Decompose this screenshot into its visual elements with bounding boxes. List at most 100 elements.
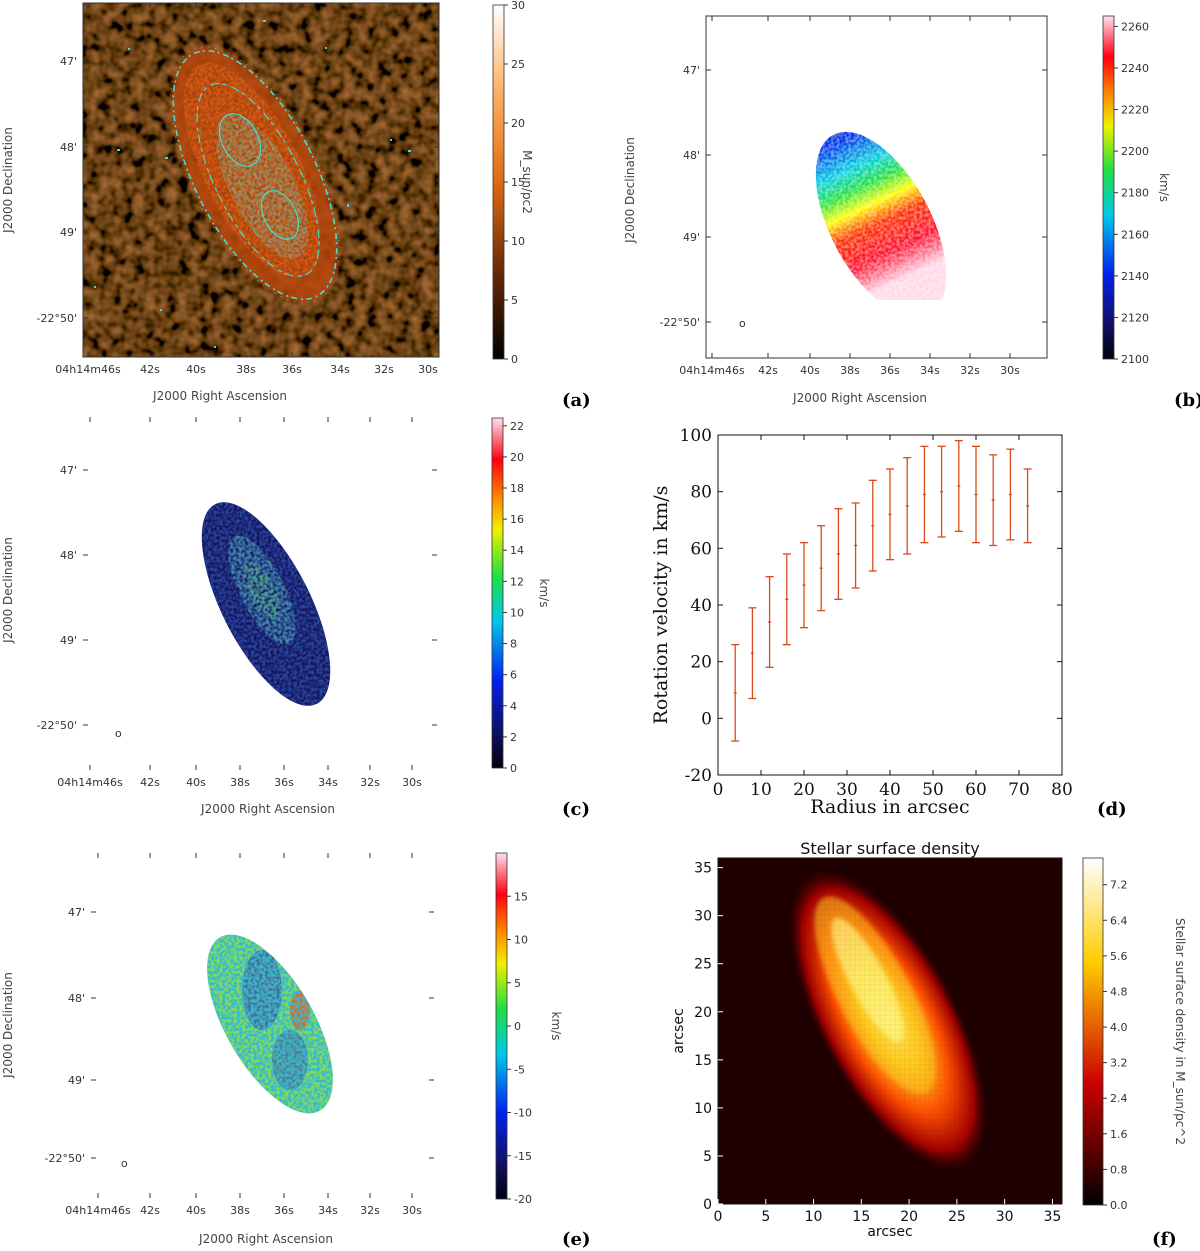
panel-label: (f) — [1152, 1229, 1177, 1250]
colorbar-tick-label: 2.4 — [1110, 1092, 1128, 1105]
colorbar-tick-label: 2 — [510, 731, 517, 744]
x-tick-label: 60 — [965, 780, 987, 800]
y-tick-label: 48' — [60, 549, 77, 562]
colorbar-label: Stellar surface density in M_sun/pc^2 — [1173, 918, 1187, 1145]
colorbar-tick-label: 2240 — [1121, 62, 1149, 75]
x-tick-label: 04h14m46s — [65, 1204, 131, 1217]
x-tick-label: 42s — [140, 363, 160, 376]
map-e-beam: o — [121, 1157, 128, 1170]
colorbar-tick-label: 2200 — [1121, 145, 1149, 158]
x-axis-label: J2000 Right Ascension — [200, 802, 335, 816]
y-tick-label: 15 — [694, 1053, 712, 1069]
y-tick-label: 5 — [703, 1149, 712, 1165]
y-tick-label: 49' — [68, 1074, 85, 1087]
x-tick-label: 70 — [1008, 780, 1030, 800]
x-tick-label: 36s — [274, 1204, 294, 1217]
colorbar-tick-label: 4.8 — [1110, 985, 1128, 998]
panel-b: o — [705, 15, 1048, 359]
x-tick-label: 34s — [920, 364, 940, 377]
y-axis-label: Rotation velocity in km/s — [650, 486, 672, 725]
y-tick-label: -22°50' — [37, 719, 78, 732]
x-tick-label: 30s — [402, 776, 422, 789]
y-axis-label: arcsec — [671, 1008, 687, 1053]
colorbar-tick-label: 16 — [510, 513, 524, 526]
map-c-beam: o — [115, 727, 122, 740]
colorbar-tick-label: -20 — [514, 1193, 532, 1206]
colorbar-tick-label: 15 — [514, 890, 528, 903]
x-tick-label: 40s — [186, 363, 206, 376]
x-tick-label: 42s — [758, 364, 778, 377]
y-tick-label: 47' — [683, 64, 700, 77]
colorbar-tick-label: 20 — [510, 451, 524, 464]
colorbar-tick-label: 15 — [511, 176, 525, 189]
colorbar-f: 0.0 0.8 1.6 2.4 3.2 4.0 4.8 5.6 6.4 7.2 Stellar su… — [1082, 857, 1187, 1212]
colorbar-e: -20 -15 -10 -5 0 5 10 15 km/s — [495, 852, 563, 1206]
colorbar-tick-label: 1.6 — [1110, 1128, 1128, 1141]
x-tick-label: 30 — [836, 780, 858, 800]
colorbar-tick-label: -10 — [514, 1107, 532, 1120]
map-b-beam: o — [739, 317, 746, 330]
axes-frame — [717, 857, 1063, 1205]
colorbar-tick-label: 20 — [511, 117, 525, 130]
colorbar-tick-label: 0.8 — [1110, 1163, 1128, 1176]
panel-a-axes: 04h14m46s 42s 40s 38s 36s 34s 32s 30s 47' 48' 49' -… — [1, 2, 440, 403]
y-tick-label: 49' — [683, 231, 700, 244]
colorbar-a: 0 5 10 15 20 25 30 M_sun/pc2 — [492, 0, 534, 366]
x-tick-label: 38s — [236, 363, 256, 376]
y-axis-label: J2000 Declination — [1, 537, 15, 644]
colorbar-tick-label: 10 — [511, 235, 525, 248]
x-tick-label: 0 — [714, 1209, 723, 1225]
colorbar-tick-label: 30 — [511, 0, 525, 12]
colorbar-tick-label: 2220 — [1121, 104, 1149, 117]
x-axis-label: J2000 Right Ascension — [198, 1232, 333, 1246]
y-tick-label: 60 — [690, 539, 712, 559]
colorbar-tick-label: 4.0 — [1110, 1021, 1128, 1034]
x-tick-label: 50 — [922, 780, 944, 800]
colorbar-tick-label: 7.2 — [1110, 879, 1128, 892]
y-tick-label: -20 — [685, 766, 712, 786]
colorbar-gradient — [495, 852, 508, 1200]
colorbar-tick-label: 14 — [510, 544, 524, 557]
x-tick-label: 04h14m46s — [55, 363, 121, 376]
x-tick-label: 30s — [418, 363, 438, 376]
panel-labels: (a) (b) (c) (d) (e) (f) — [562, 390, 1200, 1250]
x-tick-label: 80 — [1051, 780, 1073, 800]
panel-label: (e) — [562, 1229, 591, 1250]
x-tick-label: 15 — [852, 1209, 870, 1225]
colorbar-gradient — [491, 417, 504, 769]
colorbar-tick-label: 22 — [510, 420, 524, 433]
x-tick-label: 42s — [140, 1204, 160, 1217]
axes-frame — [82, 2, 440, 358]
colorbar-tick-label: 2100 — [1121, 353, 1149, 366]
colorbar-label: km/s — [537, 579, 551, 608]
colorbar-gradient — [1102, 15, 1115, 360]
colorbar-tick-label: 2120 — [1121, 311, 1149, 324]
y-tick-label: 100 — [680, 426, 712, 446]
panel-e: o — [91, 853, 434, 1198]
colorbar-tick-label: 10 — [514, 934, 528, 947]
y-tick-label: 49' — [60, 634, 77, 647]
y-tick-label: 25 — [694, 957, 712, 973]
y-axis-label: J2000 Declination — [1, 972, 15, 1079]
y-tick-label: 48' — [683, 149, 700, 162]
x-tick-label: 38s — [840, 364, 860, 377]
y-tick-label: 80 — [690, 483, 712, 503]
y-tick-label: 0 — [703, 1197, 712, 1213]
x-tick-label: 32s — [360, 776, 380, 789]
colorbar-tick-label: 0 — [511, 353, 518, 366]
x-tick-label: 04h14m46s — [57, 776, 123, 789]
colorbar-tick-label: 3.2 — [1110, 1057, 1128, 1070]
y-tick-label: 30 — [694, 909, 712, 925]
x-tick-label: 40s — [800, 364, 820, 377]
y-tick-label: -22°50' — [37, 312, 78, 325]
map-a-contour-specks — [94, 20, 411, 348]
map-a-galaxy — [170, 46, 340, 304]
y-tick-label: 40 — [690, 596, 712, 616]
x-axis-label: Radius in arcsec — [810, 796, 969, 818]
y-tick-label: 48' — [60, 141, 77, 154]
colorbar-tick-label: 2160 — [1121, 228, 1149, 241]
panel-c: o — [83, 417, 437, 770]
x-tick-label: 38s — [230, 1204, 250, 1217]
colorbar-tick-label: -5 — [514, 1063, 525, 1076]
